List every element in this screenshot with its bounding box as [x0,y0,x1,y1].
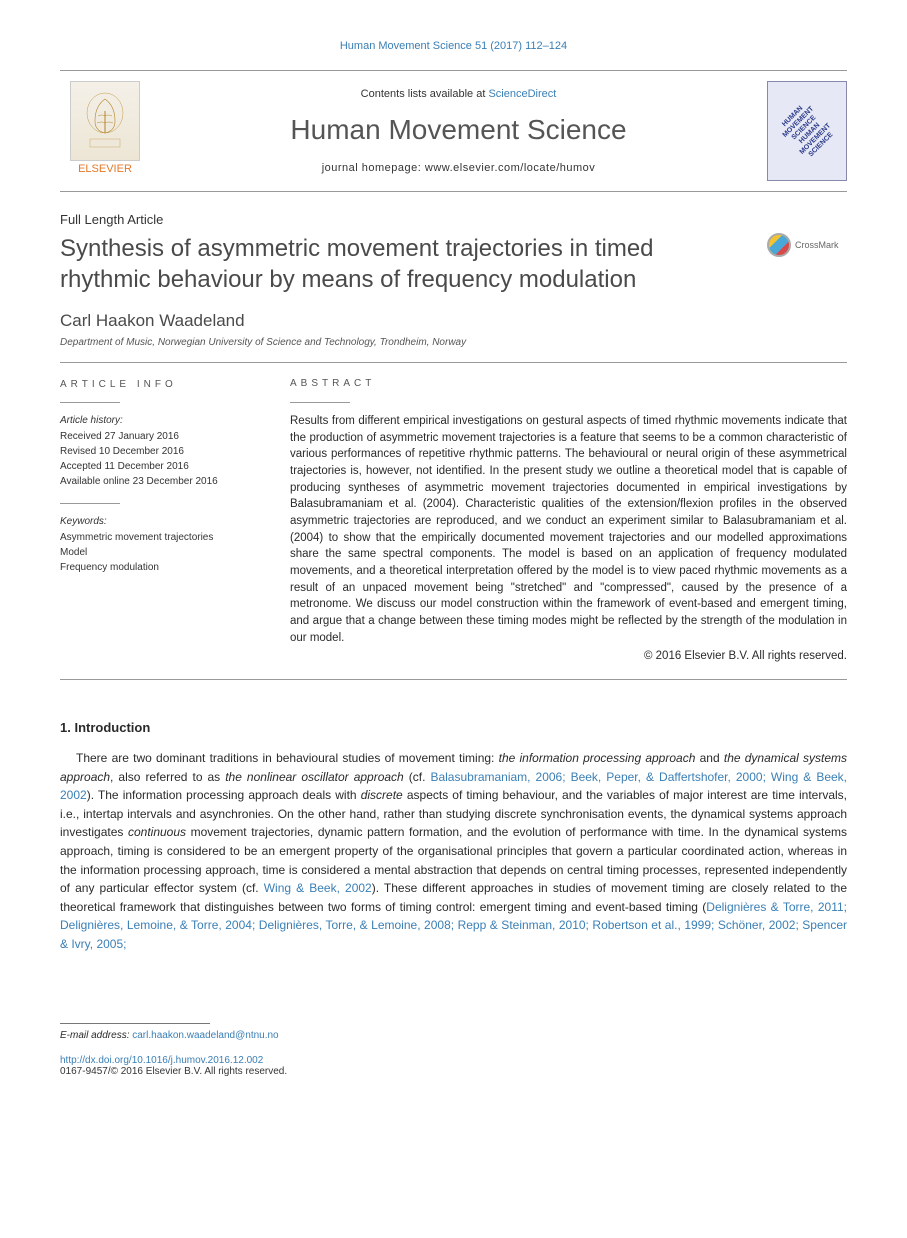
t: and [695,751,723,765]
elsevier-tree-icon [70,81,140,161]
history-label: Article history: [60,413,260,428]
publisher-block: ELSEVIER [60,81,150,181]
homepage-url[interactable]: www.elsevier.com/locate/humov [425,162,595,174]
keyword: Frequency modulation [60,560,260,575]
section-1-heading: 1. Introduction [60,720,847,735]
contents-prefix: Contents lists available at [361,88,489,100]
abstract-body: Results from different empirical investi… [290,413,847,646]
keywords-label: Keywords: [60,514,260,529]
meta-sep [60,503,120,504]
abstract-copyright: © 2016 Elsevier B.V. All rights reserved… [290,648,847,665]
history-block: Article history: Received 27 January 201… [60,413,260,489]
t: , also referred to as [110,770,225,784]
issn-copyright: 0167-9457/© 2016 Elsevier B.V. All right… [60,1066,287,1077]
affiliation: Department of Music, Norwegian Universit… [60,337,847,348]
masthead-center: Contents lists available at ScienceDirec… [162,81,755,181]
keywords-block: Keywords: Asymmetric movement trajectori… [60,514,260,575]
t: continuous [128,825,186,839]
running-head: Human Movement Science 51 (2017) 112–124 [60,40,847,52]
doi-block: http://dx.doi.org/10.1016/j.humov.2016.1… [60,1055,847,1077]
t: the nonlinear oscillator approach [225,770,404,784]
intro-para-1: There are two dominant traditions in beh… [60,749,847,954]
accepted-date: Accepted 11 December 2016 [60,459,260,474]
keyword: Asymmetric movement trajectories [60,530,260,545]
homepage-line: journal homepage: www.elsevier.com/locat… [162,162,755,174]
online-date: Available online 23 December 2016 [60,474,260,489]
email-link[interactable]: carl.haakon.waadeland@ntnu.no [132,1030,278,1041]
contents-line: Contents lists available at ScienceDirec… [162,88,755,100]
masthead: ELSEVIER Contents lists available at Sci… [60,70,847,192]
email-footnote: E-mail address: carl.haakon.waadeland@nt… [60,1030,847,1041]
citation-link[interactable]: Wing & Beek, 2002 [264,881,372,895]
article-title: Synthesis of asymmetric movement traject… [60,233,747,295]
article-info-col: article info Article history: Received 2… [60,377,260,665]
keyword: Model [60,545,260,560]
rule [60,362,847,363]
abstract-heading: abstract [290,377,847,392]
meta-abstract-row: article info Article history: Received 2… [60,377,847,680]
meta-sep [60,402,120,403]
journal-cover-thumb: HUMANMOVEMENTSCIENCEHUMANMOVEMENTSCIENCE [767,81,847,181]
sciencedirect-link[interactable]: ScienceDirect [488,88,556,100]
abstract-col: abstract Results from different empirica… [290,377,847,665]
publisher-name: ELSEVIER [78,163,132,175]
meta-sep [290,402,350,403]
t: There are two dominant traditions in beh… [76,751,499,765]
t: ). The information processing approach d… [87,788,361,802]
homepage-label: journal homepage: [322,162,425,174]
t: (cf. [404,770,431,784]
cover-text: HUMANMOVEMENTSCIENCEHUMANMOVEMENTSCIENCE [776,100,839,163]
journal-name: Human Movement Science [162,114,755,146]
t: discrete [361,788,403,802]
revised-date: Revised 10 December 2016 [60,444,260,459]
email-label: E-mail address: [60,1030,132,1041]
crossmark-label: CrossMark [795,240,839,250]
article-type: Full Length Article [60,212,847,227]
footnote-rule [60,1023,210,1024]
received-date: Received 27 January 2016 [60,429,260,444]
crossmark-badge[interactable]: CrossMark [767,233,847,257]
doi-link[interactable]: http://dx.doi.org/10.1016/j.humov.2016.1… [60,1055,263,1066]
article-info-heading: article info [60,377,260,392]
t: the information processing approach [499,751,696,765]
authors: Carl Haakon Waadeland [60,311,847,331]
crossmark-icon [767,233,791,257]
